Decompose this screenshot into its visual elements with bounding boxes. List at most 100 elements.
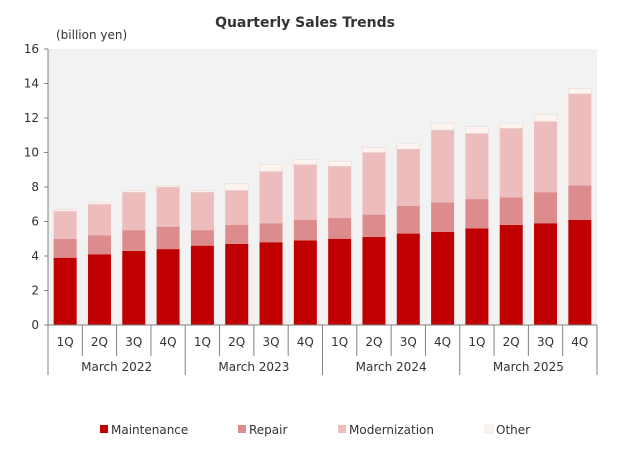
- x-tick-label: 2Q: [503, 335, 520, 349]
- bar-maintenance: [328, 238, 352, 325]
- bar-other: [224, 183, 249, 191]
- bar-repair: [499, 197, 523, 225]
- bar-other: [259, 164, 283, 172]
- bar-maintenance: [568, 219, 592, 325]
- bar-other: [499, 122, 523, 129]
- bar-repair: [156, 226, 180, 250]
- bar-modernization: [190, 192, 214, 231]
- x-axis: 1Q 2Q 3Q 4Q 1Q 2Q 3Q 4Q 1Q 2Q 3Q 4Q 1Q 2Q 3Q 4Q March 20…: [47, 324, 598, 375]
- legend-swatch-modernization: [338, 425, 346, 433]
- legend-label-other: Other: [496, 423, 530, 437]
- bar-repair: [122, 230, 146, 251]
- y-tick-label: 6: [31, 215, 39, 229]
- bar-modernization: [568, 93, 592, 186]
- bar-other: [396, 143, 421, 150]
- legend-swatch-repair: [238, 425, 246, 433]
- bar-repair: [87, 235, 111, 255]
- bar-repair: [534, 192, 558, 224]
- bar-repair: [293, 219, 317, 241]
- bar-repair: [190, 230, 214, 246]
- y-tick-label: 10: [24, 146, 39, 160]
- x-tick-label: 1Q: [331, 335, 348, 349]
- legend-swatch-maintenance: [100, 425, 108, 433]
- x-group-label: March 2023: [218, 360, 289, 374]
- bar-maintenance: [53, 257, 77, 325]
- y-tick-label: 4: [31, 249, 39, 263]
- bar-maintenance: [431, 231, 455, 325]
- legend-label-modernization: Modernization: [349, 423, 434, 437]
- x-group-label: March 2022: [81, 360, 152, 374]
- bar-other: [568, 88, 592, 95]
- x-tick-label: 4Q: [571, 335, 588, 349]
- bar-modernization: [362, 152, 386, 215]
- bar-repair: [259, 223, 283, 243]
- legend: Maintenance Repair Modernization Other: [100, 423, 530, 437]
- x-tick-label: 3Q: [537, 335, 554, 349]
- unit-label: (billion yen): [56, 28, 127, 42]
- bar-maintenance: [122, 250, 146, 325]
- bar-other: [156, 185, 180, 188]
- x-group-label: March 2025: [493, 360, 564, 374]
- bar-other: [430, 122, 455, 131]
- bar-other: [362, 147, 386, 153]
- bar-other: [293, 159, 318, 165]
- legend-label-repair: Repair: [249, 423, 287, 437]
- x-tick-label: 3Q: [400, 335, 417, 349]
- bar-maintenance: [396, 233, 420, 325]
- x-tick-label: 4Q: [160, 335, 177, 349]
- bar-repair: [328, 218, 352, 239]
- bar-maintenance: [87, 254, 111, 325]
- bar-maintenance: [259, 242, 283, 325]
- bar-other: [327, 160, 352, 167]
- bar-maintenance: [293, 240, 317, 325]
- y-tick-label: 16: [24, 42, 39, 56]
- bar-modernization: [225, 190, 249, 225]
- bar-modernization: [259, 171, 283, 224]
- x-tick-label: 3Q: [262, 335, 279, 349]
- bar-other: [53, 209, 77, 212]
- bar-modernization: [293, 164, 317, 220]
- bar-modernization: [534, 121, 558, 193]
- bar-maintenance: [534, 223, 558, 325]
- x-group-label: March 2024: [356, 360, 427, 374]
- y-tick-label: 2: [31, 284, 39, 298]
- y-tick-label: 8: [31, 180, 39, 194]
- bar-modernization: [328, 166, 352, 219]
- bar-repair: [362, 214, 386, 238]
- x-tick-label: 4Q: [297, 335, 314, 349]
- x-tick-label: 3Q: [125, 335, 142, 349]
- y-tick-label: 14: [24, 77, 39, 91]
- bars: [53, 88, 592, 325]
- bar-other: [122, 190, 146, 193]
- x-tick-label: 1Q: [57, 335, 74, 349]
- bar-maintenance: [190, 245, 214, 325]
- x-tick-label: 2Q: [365, 335, 382, 349]
- bar-modernization: [499, 128, 523, 198]
- x-tick-label: 2Q: [228, 335, 245, 349]
- bar-modernization: [122, 192, 146, 231]
- bar-other: [87, 202, 112, 205]
- bar-repair: [53, 238, 77, 258]
- legend-swatch-other: [484, 424, 494, 434]
- bar-repair: [568, 185, 592, 220]
- bar-maintenance: [499, 224, 523, 325]
- bar-maintenance: [156, 249, 180, 325]
- bar-repair: [396, 205, 420, 234]
- bar-other: [533, 114, 558, 122]
- bar-repair: [431, 202, 455, 232]
- y-tick-label: 12: [24, 111, 39, 125]
- bar-repair: [225, 224, 249, 244]
- chart-title: Quarterly Sales Trends: [215, 15, 395, 31]
- y-tick-label: 0: [31, 318, 39, 332]
- bar-modernization: [396, 149, 420, 206]
- bar-modernization: [431, 130, 455, 203]
- bar-maintenance: [465, 228, 489, 325]
- legend-label-maintenance: Maintenance: [111, 423, 188, 437]
- bar-modernization: [156, 187, 180, 227]
- x-tick-label: 1Q: [194, 335, 211, 349]
- bar-modernization: [53, 211, 77, 239]
- x-tick-label: 4Q: [434, 335, 451, 349]
- bar-modernization: [465, 133, 489, 200]
- x-tick-label: 1Q: [468, 335, 485, 349]
